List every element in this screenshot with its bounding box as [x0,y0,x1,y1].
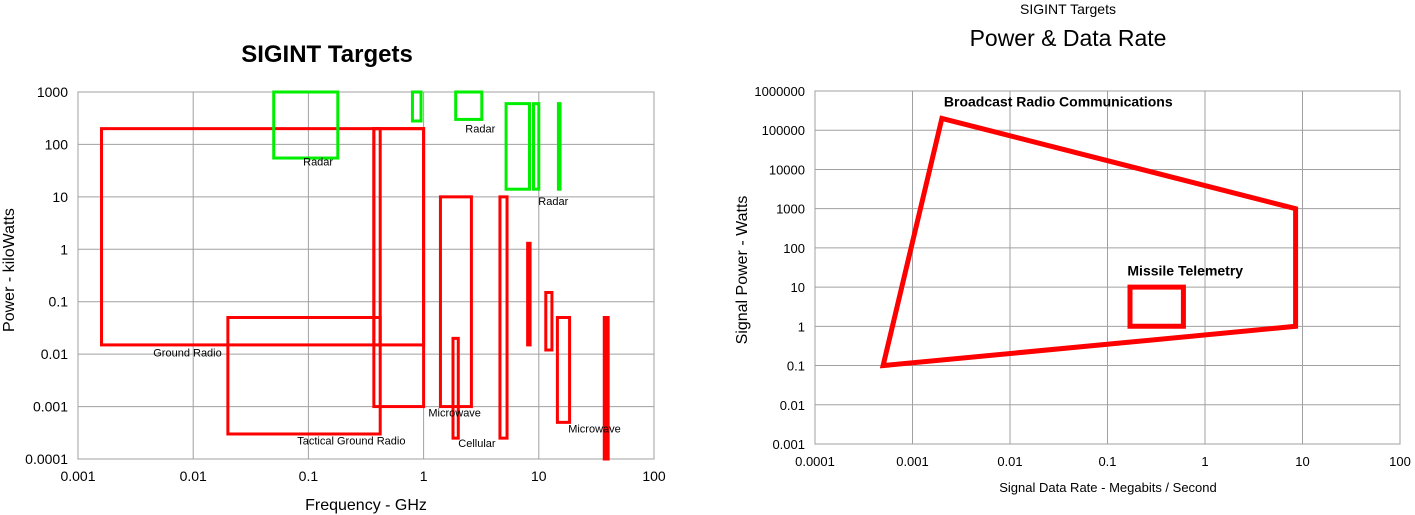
chart2-y-tick-label: 0.001 [772,437,805,452]
chart2-y-tick-label: 0.1 [787,359,805,374]
chart1-region-red [544,290,554,352]
chart2-gridlines [814,90,1401,445]
chart1-region-red [372,127,382,347]
chart2-x-tick-label: 0.0001 [795,454,835,469]
chart2-y-tick-label: 1000000 [754,84,805,99]
chart2-x-tick-label: 0.001 [896,454,929,469]
chart1-y-tick-label: 0.1 [49,294,69,310]
chart1-region-red [555,315,572,424]
chart2-x-tick-label: 0.01 [997,454,1022,469]
chart2-x-tick-label: 0.1 [1098,454,1116,469]
chart1-region-red [498,195,509,440]
sigint-frequency-chart: SIGINT Targets Radar Radar Radar Ground Rad… [1,41,666,514]
chart1-y-axis-label: Power - kiloWatts [1,208,18,332]
chart2-x-tick-label: 100 [1389,454,1411,469]
chart2-x-tick-label: 1 [1201,454,1208,469]
chart1-region-label: Ground Radio [153,348,222,360]
chart2-y-tick-label: 1 [798,319,805,334]
chart1-region-green [454,90,484,121]
chart2-regions [879,115,1299,369]
chart1-x-tick-label: 1 [420,468,428,484]
chart1-title: SIGINT Targets [241,41,413,68]
chart1-region-label: Microwave [428,407,481,419]
chart1-y-tick-label: 10 [52,189,68,205]
chart1-y-tick-label: 0.01 [41,346,68,362]
chart1-region-red [451,336,460,440]
chart1-x-tick-label: 100 [642,468,666,484]
chart2-y-tick-label: 0.01 [780,398,805,413]
chart1-x-tick-label: 0.001 [60,468,95,484]
chart1-plot-area [77,91,655,460]
chart2-x-axis-label: Signal Data Rate - Megabits / Second [999,480,1217,495]
chart1-region-red [526,241,532,347]
chart1-region-label: Cellular [458,438,496,450]
chart1-region-label: Radar [465,123,495,135]
chart1-region-label: Tactical Ground Radio [297,435,405,447]
chart1-region-green [532,102,541,191]
chart2-subtitle: SIGINT Targets [1020,1,1116,17]
chart2-region-label: Missile Telemetry [1127,262,1243,278]
chart2-tick-labels: 0.0001 0.001 0.01 0.1 1 10 100 0.001 0.01 0.1 1 10 1… [754,84,1410,469]
chart1-region-label: Radar [538,196,568,208]
chart1-region-label: Radar [303,156,333,168]
chart1-x-tick-label: 0.1 [299,468,319,484]
chart2-y-tick-label: 10 [791,280,805,295]
chart1-region-red [602,315,610,461]
chart1-region-label: Microwave [568,424,621,436]
chart2-x-tick-label: 10 [1295,454,1309,469]
chart1-region-red [438,195,473,409]
chart2-y-axis-label: Signal Power - Watts [734,196,751,345]
chart1-region-red [226,315,382,436]
chart2-y-tick-label: 100000 [762,123,805,138]
chart1-x-tick-label: 0.01 [180,468,207,484]
chart1-region-green [272,90,340,160]
chart2-polygon-region [879,115,1299,369]
chart2-polygon-region [1127,284,1186,329]
chart1-y-tick-label: 0.0001 [25,451,68,467]
chart1-x-tick-label: 10 [531,468,547,484]
chart1-y-tick-label: 100 [45,136,69,152]
chart1-x-axis-label: Frequency - GHz [305,497,427,514]
power-datarate-chart: SIGINT Targets Power & Data Rate Broadca… [734,1,1411,495]
chart2-region-labels: Broadcast Radio Communications Missile Te… [944,94,1243,279]
chart1-y-tick-label: 0.001 [33,399,68,415]
chart1-y-tick-label: 1 [60,241,68,257]
chart2-title: Power & Data Rate [970,25,1167,51]
chart2-y-tick-label: 100 [783,241,805,256]
chart1-y-tick-label: 1000 [37,84,68,100]
chart2-y-tick-label: 10000 [769,162,805,177]
chart1-regions [100,90,610,461]
chart1-region-green [504,102,531,191]
chart2-region-label: Broadcast Radio Communications [944,94,1173,110]
chart1-tick-labels: 0.001 0.01 0.1 1 10 1000.00010.0010.010.11101… [25,84,666,484]
chart1-region-green [556,102,562,191]
chart1-region-green [410,90,423,123]
chart1-region-labels: Radar Radar Radar Ground Radio Tactical Grou… [153,123,621,450]
chart2-y-tick-label: 1000 [776,202,805,217]
